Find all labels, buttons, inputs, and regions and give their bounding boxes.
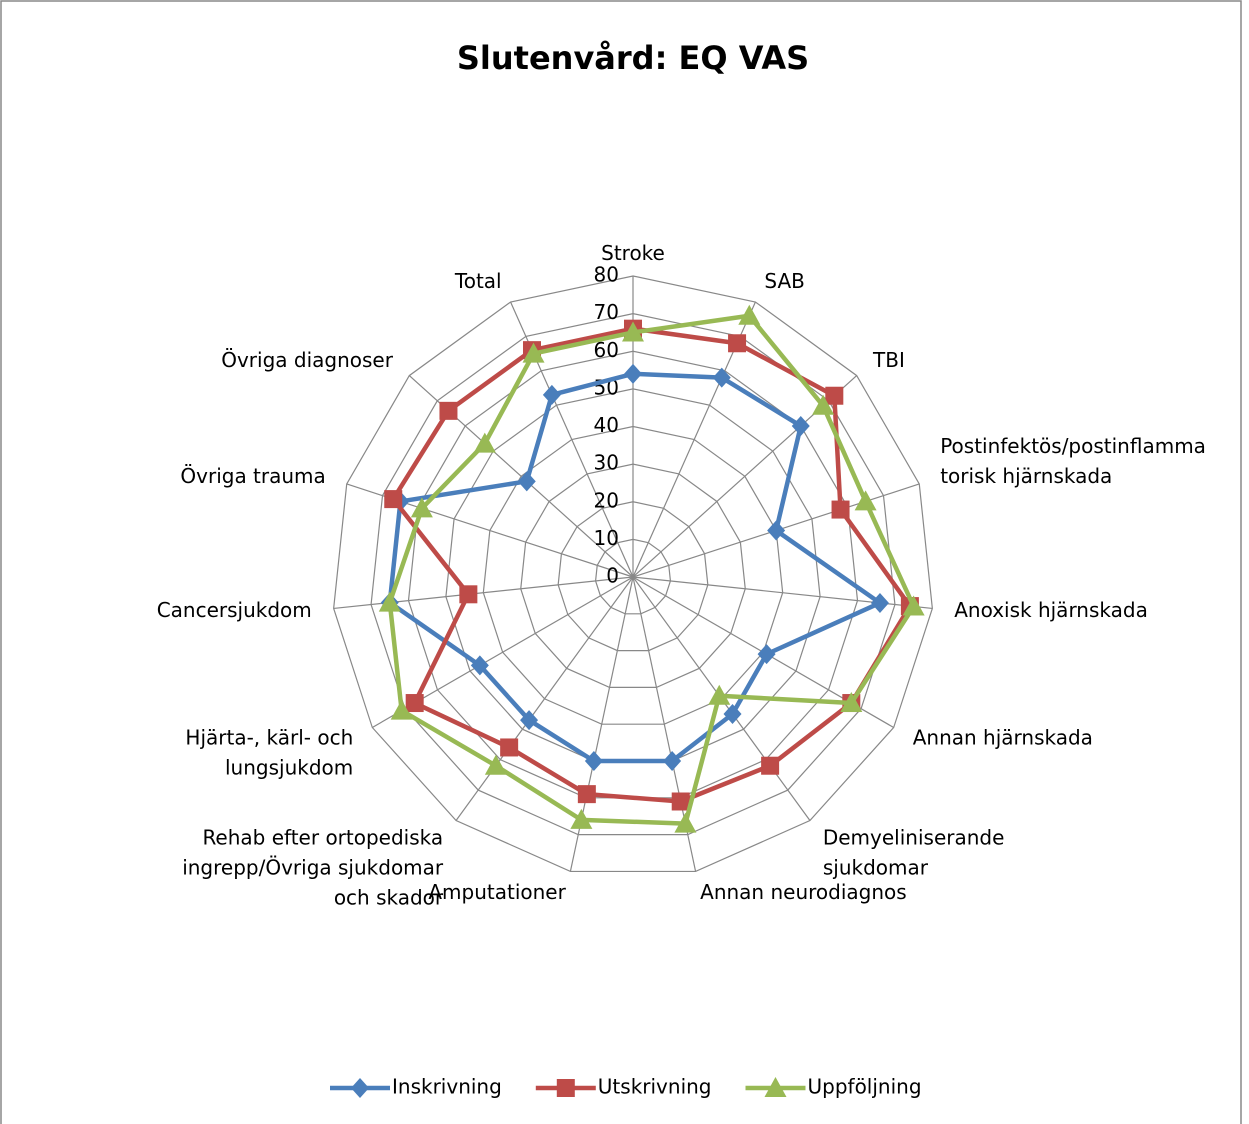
grid-ring <box>482 425 784 725</box>
chart-title: Slutenvård: EQ VAS <box>457 39 809 77</box>
marker <box>542 384 561 405</box>
spoke <box>455 576 634 821</box>
legend-marker <box>351 1078 369 1098</box>
category-label: Demyeliniserande sjukdomar <box>823 825 1005 879</box>
category-label: Hjärta-, kärl- och lungsjukdom <box>185 725 353 779</box>
legend-label: Inskrivning <box>392 1075 502 1099</box>
marker <box>831 500 850 519</box>
category-label: TBI <box>872 347 905 371</box>
category-label: Anoxisk hjärnskada <box>954 597 1148 621</box>
grid-ring <box>594 538 672 615</box>
marker <box>570 808 593 829</box>
marker <box>761 756 780 775</box>
r-tick-label: 20 <box>594 488 619 512</box>
marker <box>410 497 433 518</box>
marker <box>728 334 747 353</box>
marker <box>577 785 596 804</box>
category-label: Annan neurodiagnos <box>700 879 907 903</box>
marker <box>405 694 424 713</box>
r-tick-label: 70 <box>594 300 619 324</box>
marker <box>757 644 776 665</box>
category-label: Övriga trauma <box>180 464 325 488</box>
marker <box>854 490 877 511</box>
grid-ring <box>370 313 896 836</box>
series-line <box>391 326 913 804</box>
marker <box>791 415 810 436</box>
r-tick-label: 0 <box>606 564 619 588</box>
marker <box>624 363 642 384</box>
r-tick-label: 10 <box>594 526 619 550</box>
marker <box>473 432 496 453</box>
legend-marker <box>556 1079 575 1097</box>
category-label: Övriga diagnoser <box>221 347 394 371</box>
marker <box>825 386 844 405</box>
category-label: SAB <box>764 268 804 292</box>
category-label: Amputationer <box>428 879 566 903</box>
marker <box>712 367 731 388</box>
marker <box>870 592 889 613</box>
marker <box>663 751 682 772</box>
legend-label: Uppföljning <box>808 1075 922 1099</box>
series-line <box>387 371 883 764</box>
marker <box>840 692 863 713</box>
marker <box>378 591 401 612</box>
marker <box>738 304 761 325</box>
marker <box>902 595 925 616</box>
series-line <box>387 313 916 826</box>
category-label: Cancersjukdom <box>157 597 312 621</box>
r-tick-label: 40 <box>594 413 619 437</box>
marker <box>708 684 731 705</box>
r-tick-label: 30 <box>594 451 619 475</box>
category-label: Total <box>454 268 502 292</box>
grid-ring <box>520 463 746 689</box>
grid-ring <box>333 275 933 873</box>
marker <box>484 754 507 775</box>
marker <box>812 394 835 415</box>
marker <box>520 710 539 731</box>
legend-label: Utskrivning <box>598 1075 712 1099</box>
marker <box>517 471 536 492</box>
category-label: Rehab efter ortopediska ingrepp/Övriga sj… <box>182 825 444 909</box>
marker <box>522 342 545 363</box>
marker <box>384 490 403 509</box>
r-tick-label: 80 <box>594 263 619 287</box>
marker <box>390 699 413 720</box>
marker <box>470 655 489 676</box>
marker <box>767 520 786 541</box>
marker <box>584 751 603 772</box>
marker <box>671 792 690 811</box>
category-label: Stroke <box>601 241 665 265</box>
category-label: Postinfektös/postinflamma torisk hjärnska… <box>940 434 1206 488</box>
marker <box>622 321 644 342</box>
legend-marker <box>764 1077 787 1097</box>
marker <box>439 401 458 420</box>
marker <box>459 585 478 604</box>
grid-ring <box>557 501 709 652</box>
marker <box>723 703 742 724</box>
marker <box>674 812 697 833</box>
marker <box>500 738 519 757</box>
category-label: Annan hjärnskada <box>913 725 1093 749</box>
